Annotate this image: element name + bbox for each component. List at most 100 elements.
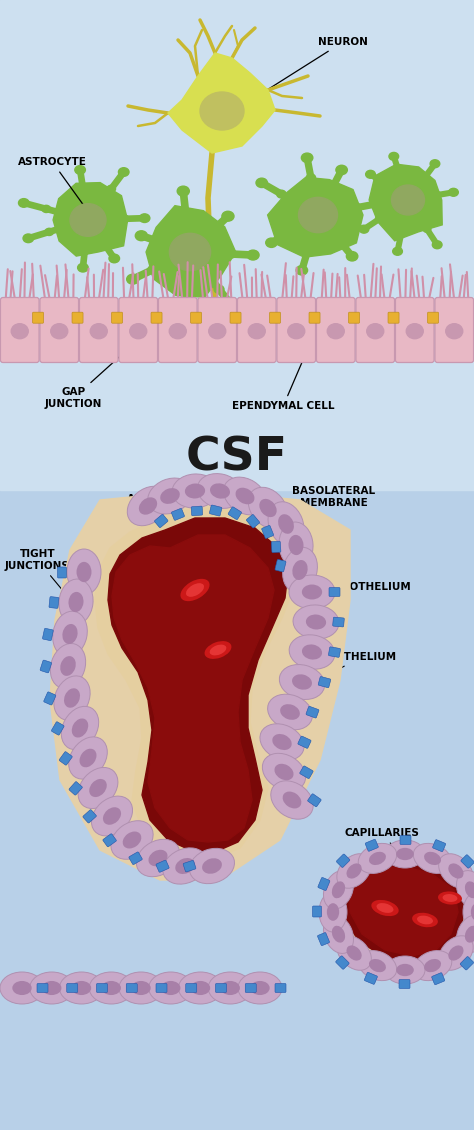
Ellipse shape: [292, 675, 312, 689]
Ellipse shape: [78, 767, 118, 809]
FancyBboxPatch shape: [356, 297, 394, 363]
Text: NEURON: NEURON: [250, 37, 368, 101]
FancyBboxPatch shape: [399, 980, 410, 989]
Ellipse shape: [220, 981, 240, 996]
Ellipse shape: [210, 484, 230, 498]
Polygon shape: [112, 534, 274, 842]
Ellipse shape: [127, 275, 139, 284]
Ellipse shape: [434, 192, 441, 198]
Ellipse shape: [12, 981, 32, 996]
Ellipse shape: [172, 473, 218, 508]
Ellipse shape: [413, 950, 452, 981]
FancyBboxPatch shape: [59, 751, 72, 765]
FancyBboxPatch shape: [298, 736, 311, 748]
Ellipse shape: [346, 252, 358, 261]
Ellipse shape: [67, 549, 101, 596]
FancyBboxPatch shape: [111, 312, 123, 323]
Ellipse shape: [148, 850, 167, 867]
Ellipse shape: [371, 899, 399, 916]
Ellipse shape: [446, 323, 463, 339]
FancyBboxPatch shape: [156, 860, 169, 872]
Ellipse shape: [30, 972, 74, 1003]
Ellipse shape: [438, 936, 473, 971]
FancyBboxPatch shape: [337, 854, 350, 868]
Ellipse shape: [222, 211, 234, 221]
Ellipse shape: [266, 238, 277, 247]
Ellipse shape: [327, 903, 339, 921]
Ellipse shape: [397, 231, 405, 236]
FancyBboxPatch shape: [328, 646, 340, 658]
Text: EPENDYMAL CELL: EPENDYMAL CELL: [232, 334, 335, 411]
Ellipse shape: [226, 250, 236, 258]
FancyBboxPatch shape: [275, 559, 286, 572]
Ellipse shape: [259, 498, 277, 518]
Ellipse shape: [465, 925, 474, 942]
Ellipse shape: [302, 584, 322, 600]
FancyBboxPatch shape: [428, 312, 438, 323]
Ellipse shape: [413, 843, 452, 873]
Ellipse shape: [272, 734, 292, 750]
FancyBboxPatch shape: [191, 312, 201, 323]
Ellipse shape: [51, 323, 68, 339]
Ellipse shape: [60, 657, 76, 676]
FancyBboxPatch shape: [432, 973, 445, 984]
Ellipse shape: [274, 764, 293, 780]
Ellipse shape: [279, 522, 313, 568]
Ellipse shape: [256, 179, 267, 188]
Ellipse shape: [139, 497, 157, 514]
Polygon shape: [350, 866, 458, 956]
Ellipse shape: [23, 234, 34, 243]
Ellipse shape: [160, 488, 180, 504]
Text: ASTROCYTE: ASTROCYTE: [18, 157, 99, 226]
Ellipse shape: [306, 174, 316, 182]
Ellipse shape: [406, 323, 423, 339]
Ellipse shape: [118, 167, 129, 176]
Ellipse shape: [208, 972, 252, 1003]
Ellipse shape: [236, 488, 255, 504]
Ellipse shape: [11, 323, 28, 339]
Ellipse shape: [107, 185, 116, 192]
Ellipse shape: [392, 185, 425, 215]
Ellipse shape: [186, 583, 204, 597]
Ellipse shape: [148, 266, 158, 273]
FancyBboxPatch shape: [275, 983, 286, 992]
Ellipse shape: [277, 190, 286, 198]
Ellipse shape: [301, 153, 313, 163]
Ellipse shape: [111, 820, 153, 859]
Text: TIGHT
JUNCTIONS: TIGHT JUNCTIONS: [5, 549, 72, 602]
Ellipse shape: [260, 724, 304, 760]
Ellipse shape: [262, 754, 306, 791]
Ellipse shape: [103, 807, 121, 825]
FancyBboxPatch shape: [318, 932, 329, 946]
Ellipse shape: [42, 981, 62, 996]
FancyBboxPatch shape: [400, 835, 411, 844]
Ellipse shape: [268, 502, 304, 546]
Ellipse shape: [328, 182, 338, 190]
Text: APICAL
MEMBRANE: APICAL MEMBRANE: [114, 493, 215, 516]
FancyBboxPatch shape: [365, 840, 378, 851]
Ellipse shape: [456, 870, 474, 909]
Ellipse shape: [385, 840, 425, 868]
FancyBboxPatch shape: [336, 956, 349, 970]
FancyBboxPatch shape: [329, 588, 340, 597]
Ellipse shape: [127, 486, 169, 525]
FancyBboxPatch shape: [433, 840, 446, 852]
Ellipse shape: [358, 843, 397, 873]
Polygon shape: [108, 518, 288, 852]
FancyBboxPatch shape: [51, 722, 64, 736]
Ellipse shape: [346, 946, 362, 960]
FancyBboxPatch shape: [365, 972, 377, 984]
FancyBboxPatch shape: [33, 312, 44, 323]
Ellipse shape: [148, 478, 192, 514]
Ellipse shape: [283, 547, 318, 593]
FancyBboxPatch shape: [40, 297, 79, 363]
FancyBboxPatch shape: [191, 506, 202, 515]
Ellipse shape: [376, 903, 393, 913]
FancyBboxPatch shape: [317, 297, 355, 363]
Ellipse shape: [373, 199, 384, 208]
Polygon shape: [369, 164, 442, 241]
Ellipse shape: [380, 180, 388, 186]
FancyBboxPatch shape: [312, 906, 321, 918]
Polygon shape: [330, 852, 472, 972]
Ellipse shape: [396, 964, 414, 976]
